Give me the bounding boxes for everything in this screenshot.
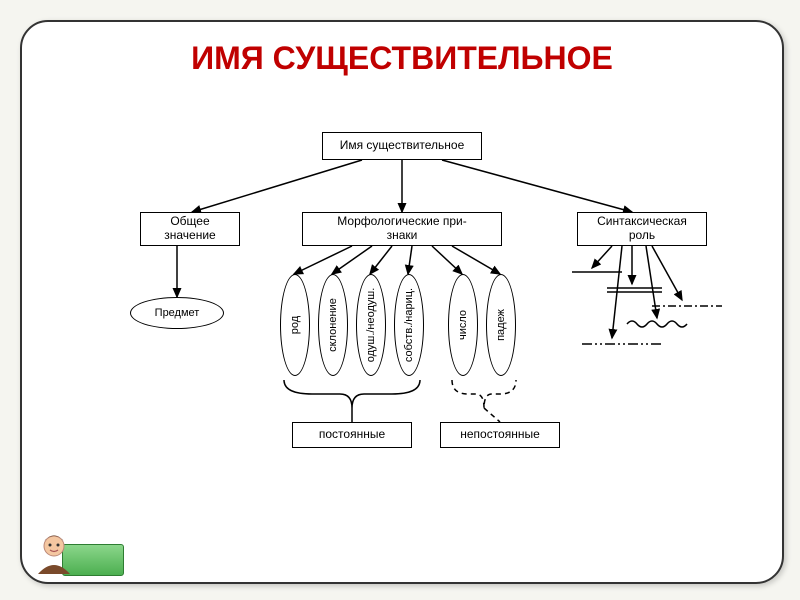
node-morph: Морфологические при- знаки [302,212,502,246]
node-padezh: падеж [486,274,516,376]
node-sobstv: собств./нариц. [394,274,424,376]
node-root: Имя существительное [322,132,482,160]
avatar-icon [30,528,78,576]
node-odush: одуш./неодуш. [356,274,386,376]
slide-frame: ИМЯ СУЩЕСТВИТЕЛЬНОЕ [20,20,784,584]
node-chislo: число [448,274,478,376]
node-odush-label: одуш./неодуш. [365,288,377,363]
node-chislo-label: число [457,310,469,340]
node-rod: род [280,274,310,376]
node-post: постоянные [292,422,412,448]
node-sklon-label: склонение [327,298,339,352]
node-predmet: Предмет [130,297,224,329]
node-nepost: непостоянные [440,422,560,448]
node-syntax: Синтаксическая роль [577,212,707,246]
node-padezh-label: падеж [495,309,507,341]
diagram-area: Имя существительное Общее значение Морфо… [22,22,782,582]
node-sobstv-label: собств./нариц. [403,288,415,362]
node-rod-label: род [289,316,301,334]
node-sklon: склонение [318,274,348,376]
node-general: Общее значение [140,212,240,246]
